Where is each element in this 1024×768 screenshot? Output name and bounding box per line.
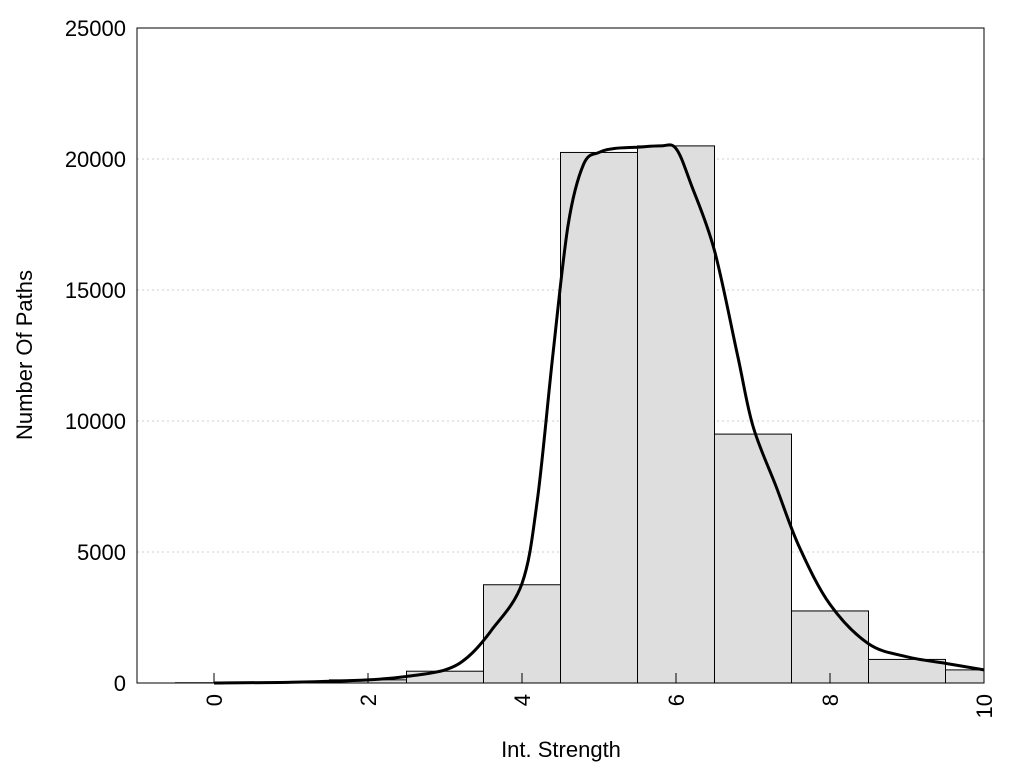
x-tick-label: 4 bbox=[510, 694, 535, 706]
grid-lines bbox=[137, 158, 984, 553]
density-curve-line bbox=[213, 143, 985, 685]
y-tick-label: 20000 bbox=[65, 147, 126, 172]
histogram-bar bbox=[945, 669, 985, 684]
x-axis-ticks: 0 2 4 6 8 10 bbox=[202, 673, 997, 718]
histogram-bar bbox=[560, 151, 638, 684]
x-tick-label: 0 bbox=[202, 694, 227, 706]
y-tick-label: 15000 bbox=[65, 278, 126, 303]
y-tick-label: 25000 bbox=[65, 16, 126, 41]
histogram-bars bbox=[175, 145, 985, 684]
x-tick-label: 10 bbox=[972, 694, 997, 718]
histogram-bar bbox=[637, 145, 715, 684]
x-tick-label: 6 bbox=[664, 694, 689, 706]
x-axis-label: Int. Strength bbox=[501, 737, 621, 762]
y-axis-ticks: 0 5000 10000 15000 20000 25000 bbox=[65, 16, 126, 696]
x-tick-label: 2 bbox=[356, 694, 381, 706]
histogram-bar bbox=[791, 610, 869, 684]
histogram-bar bbox=[406, 670, 484, 684]
y-tick-label: 0 bbox=[114, 671, 126, 696]
histogram-bar bbox=[714, 433, 792, 684]
plot-frame bbox=[136, 27, 985, 684]
x-tick-label: 8 bbox=[818, 694, 843, 706]
y-axis-label: Number Of Paths bbox=[12, 270, 37, 440]
y-tick-label: 5000 bbox=[77, 540, 126, 565]
y-tick-label: 10000 bbox=[65, 409, 126, 434]
density-curve bbox=[213, 143, 985, 685]
histogram-bar bbox=[483, 584, 561, 684]
